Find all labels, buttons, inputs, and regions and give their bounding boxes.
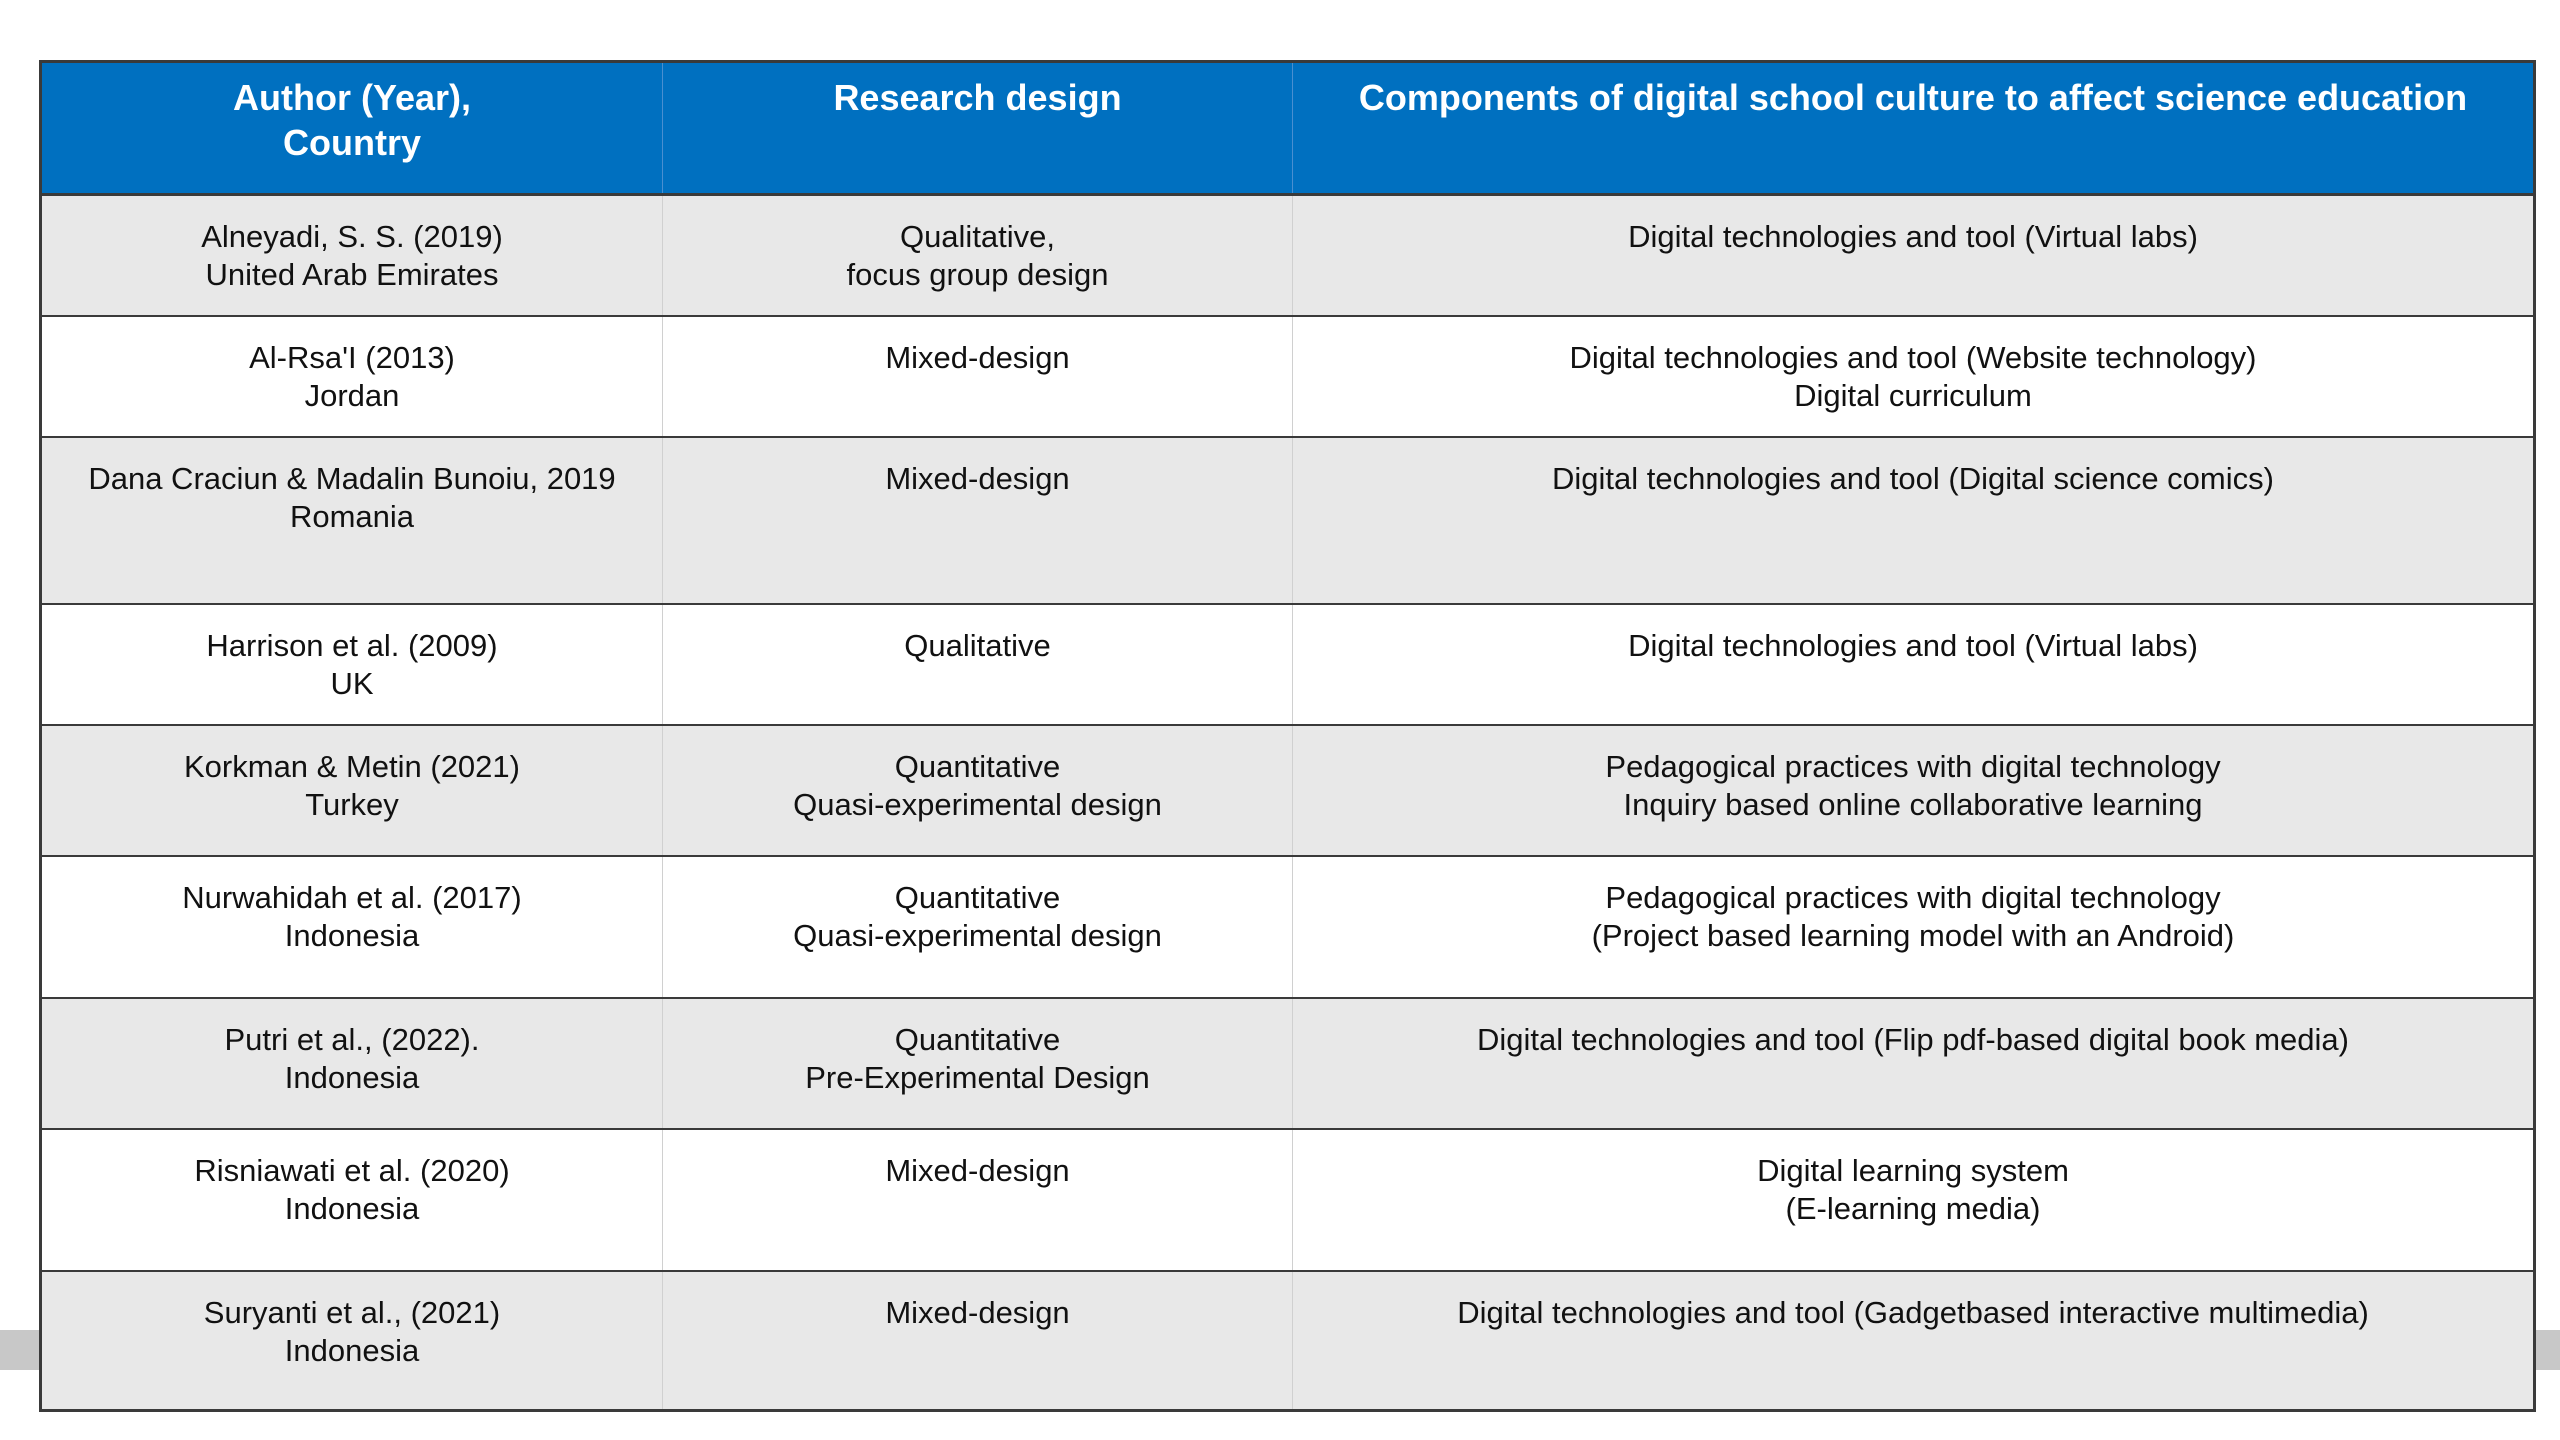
- header-research-design: Research design: [662, 61, 1293, 196]
- components-cell: Digital technologies and tool (Virtual l…: [1292, 194, 2535, 317]
- right-scroll-edge: [2532, 1330, 2560, 1370]
- components-line: Digital learning system: [1757, 1152, 2069, 1188]
- design-cell: Mixed-design: [662, 315, 1293, 438]
- table-body: Alneyadi, S. S. (2019) United Arab Emira…: [40, 194, 2535, 1411]
- components-line: Inquiry based online collaborative learn…: [1623, 786, 2203, 822]
- header-components-label: Components of digital school culture to …: [1358, 77, 2468, 118]
- author-name: Suryanti et al., (2021): [203, 1294, 501, 1330]
- design-line: Qualitative,: [899, 219, 1056, 254]
- author-cell: Putri et al., (2022). Indonesia: [40, 997, 663, 1130]
- design-line: Mixed-design: [885, 1294, 1070, 1330]
- design-cell: Mixed-design: [662, 1128, 1293, 1272]
- author-cell: Korkman & Metin (2021) Turkey: [40, 724, 663, 857]
- design-line: focus group design: [846, 257, 1109, 292]
- table-row: Putri et al., (2022). Indonesia Quantita…: [40, 997, 2535, 1130]
- author-name: Risniawati et al. (2020): [194, 1152, 510, 1188]
- design-cell: Mixed-design: [662, 1270, 1293, 1411]
- author-name: Harrison et al. (2009): [206, 627, 498, 663]
- author-country: Turkey: [305, 786, 399, 822]
- design-line: Quantitative: [894, 1021, 1061, 1057]
- author-country: Romania: [289, 498, 415, 534]
- components-cell: Digital technologies and tool (Gadgetbas…: [1292, 1270, 2535, 1411]
- design-line: Qualitative: [904, 627, 1051, 663]
- author-name: Dana Craciun & Madalin Bunoiu, 2019: [88, 460, 616, 496]
- author-name: Korkman & Metin (2021): [184, 748, 520, 784]
- author-cell: Risniawati et al. (2020) Indonesia: [40, 1128, 663, 1272]
- author-country: UK: [330, 665, 374, 701]
- author-country: United Arab Emirates: [205, 257, 499, 292]
- design-line: Pre-Experimental Design: [805, 1059, 1150, 1095]
- components-cell: Digital technologies and tool (Digital s…: [1292, 436, 2535, 605]
- table-row: Suryanti et al., (2021) Indonesia Mixed-…: [40, 1270, 2535, 1411]
- header-design-label: Research design: [833, 77, 1122, 118]
- components-cell: Digital technologies and tool (Website t…: [1292, 315, 2535, 438]
- design-cell: Mixed-design: [662, 436, 1293, 605]
- components-cell: Digital technologies and tool (Flip pdf-…: [1292, 997, 2535, 1130]
- components-line: Pedagogical practices with digital techn…: [1605, 748, 2221, 784]
- design-line: Quasi-experimental design: [793, 917, 1162, 953]
- components-cell: Digital technologies and tool (Virtual l…: [1292, 603, 2535, 726]
- design-line: Quasi-experimental design: [793, 786, 1162, 822]
- author-country: Jordan: [304, 377, 400, 413]
- components-cell: Pedagogical practices with digital techn…: [1292, 855, 2535, 999]
- table-header: Author (Year), Country Research design C…: [40, 61, 2535, 196]
- table-row: Al-Rsa'I (2013) Jordan Mixed-design Digi…: [40, 315, 2535, 438]
- table-row: Korkman & Metin (2021) Turkey Quantitati…: [40, 724, 2535, 857]
- components-line: Digital curriculum: [1794, 377, 2032, 413]
- table-row: Risniawati et al. (2020) Indonesia Mixed…: [40, 1128, 2535, 1272]
- design-line: Quantitative: [894, 748, 1061, 784]
- author-cell: Alneyadi, S. S. (2019) United Arab Emira…: [40, 194, 663, 317]
- design-cell: Quantitative Pre-Experimental Design: [662, 997, 1293, 1130]
- studies-table: Author (Year), Country Research design C…: [39, 60, 2536, 1412]
- design-line: Mixed-design: [885, 1152, 1070, 1188]
- table-row: Nurwahidah et al. (2017) Indonesia Quant…: [40, 855, 2535, 999]
- components-line: Digital technologies and tool (Gadgetbas…: [1457, 1294, 2369, 1330]
- table-row: Dana Craciun & Madalin Bunoiu, 2019 Roma…: [40, 436, 2535, 605]
- components-line: (Project based learning model with an An…: [1591, 917, 2235, 953]
- components-line: Pedagogical practices with digital techn…: [1605, 879, 2221, 915]
- author-name: Nurwahidah et al. (2017): [182, 879, 522, 915]
- design-cell: Qualitative: [662, 603, 1293, 726]
- components-line: Digital technologies and tool (Virtual l…: [1628, 627, 2198, 663]
- header-author-country: Author (Year), Country: [40, 61, 663, 196]
- left-scroll-edge: [0, 1330, 40, 1370]
- author-cell: Harrison et al. (2009) UK: [40, 603, 663, 726]
- header-author-line2: Country: [283, 122, 421, 163]
- components-cell: Digital learning system (E-learning medi…: [1292, 1128, 2535, 1272]
- table-row: Alneyadi, S. S. (2019) United Arab Emira…: [40, 194, 2535, 317]
- components-line: Digital technologies and tool (Virtual l…: [1628, 219, 2198, 254]
- design-line: Mixed-design: [885, 460, 1070, 496]
- design-line: Quantitative: [894, 879, 1061, 915]
- author-cell: Al-Rsa'I (2013) Jordan: [40, 315, 663, 438]
- author-country: Indonesia: [284, 1059, 420, 1095]
- design-cell: Qualitative, focus group design: [662, 194, 1293, 317]
- components-line: Digital technologies and tool (Website t…: [1569, 339, 2257, 375]
- header-components: Components of digital school culture to …: [1292, 61, 2535, 196]
- author-cell: Suryanti et al., (2021) Indonesia: [40, 1270, 663, 1411]
- author-name: Putri et al., (2022).: [224, 1021, 480, 1057]
- author-name: Alneyadi, S. S. (2019): [201, 219, 503, 254]
- author-cell: Nurwahidah et al. (2017) Indonesia: [40, 855, 663, 999]
- design-cell: Quantitative Quasi-experimental design: [662, 855, 1293, 999]
- author-country: Indonesia: [284, 917, 420, 953]
- header-author-line1: Author (Year),: [232, 77, 472, 118]
- author-cell: Dana Craciun & Madalin Bunoiu, 2019 Roma…: [40, 436, 663, 605]
- header-row: Author (Year), Country Research design C…: [40, 61, 2535, 196]
- author-name: Al-Rsa'I (2013): [249, 339, 455, 375]
- table-row: Harrison et al. (2009) UK Qualitative Di…: [40, 603, 2535, 726]
- author-country: Indonesia: [284, 1332, 420, 1368]
- design-cell: Quantitative Quasi-experimental design: [662, 724, 1293, 857]
- design-line: Mixed-design: [885, 339, 1070, 375]
- components-line: Digital technologies and tool (Flip pdf-…: [1477, 1021, 2349, 1057]
- components-line: (E-learning media): [1785, 1190, 2041, 1226]
- components-line: Digital technologies and tool (Digital s…: [1552, 460, 2274, 496]
- components-cell: Pedagogical practices with digital techn…: [1292, 724, 2535, 857]
- author-country: Indonesia: [284, 1190, 420, 1226]
